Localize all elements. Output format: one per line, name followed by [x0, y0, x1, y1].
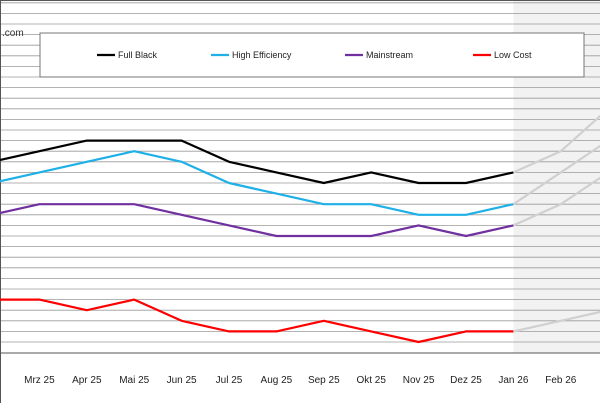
- x-tick-label: Dez 25: [450, 375, 482, 386]
- series-line-mainstream: [0, 204, 513, 236]
- watermark-text: .com: [2, 28, 24, 39]
- x-tick-label: Jul 25: [216, 375, 243, 386]
- x-tick-label: Aug 25: [261, 375, 293, 386]
- x-tick-label: Jan 26: [498, 375, 528, 386]
- legend-label: High Efficiency: [232, 50, 292, 60]
- x-tick-label: Okt 25: [356, 375, 386, 386]
- x-tick-label: Mrz 25: [24, 375, 55, 386]
- x-tick-label: Mai 25: [119, 375, 149, 386]
- x-tick-label: Apr 25: [72, 375, 102, 386]
- legend-label: Full Black: [118, 50, 158, 60]
- x-tick-label: Nov 25: [403, 375, 435, 386]
- legend-label: Low Cost: [494, 50, 532, 60]
- legend-label: Mainstream: [366, 50, 413, 60]
- x-tick-label: Feb 26: [545, 375, 577, 386]
- x-tick-label: Sep 25: [308, 375, 340, 386]
- x-tick-label: Jun 25: [167, 375, 197, 386]
